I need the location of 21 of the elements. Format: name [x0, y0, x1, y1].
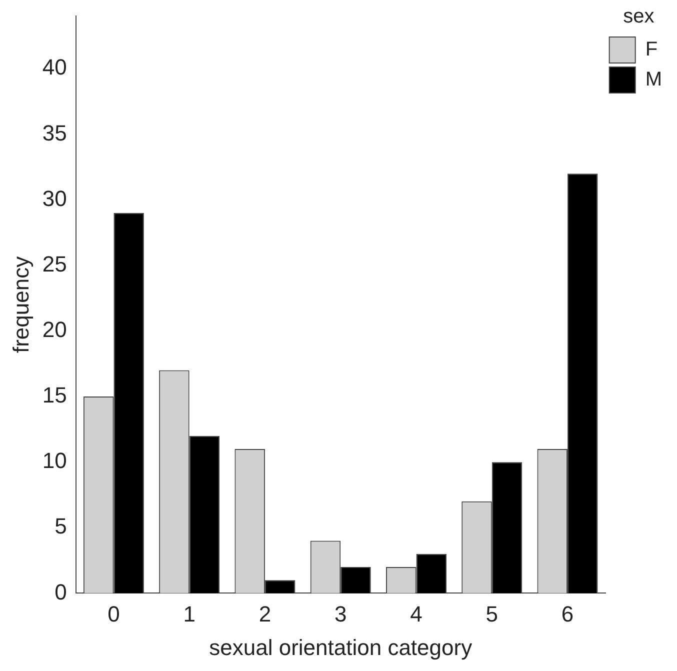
y-tick-label: 15 [42, 382, 67, 408]
y-tick-label: 30 [42, 186, 67, 211]
y-tick-label: 40 [42, 54, 67, 80]
y-tick-label: 0 [54, 579, 67, 604]
x-tick-label: 5 [486, 601, 498, 626]
x-tick-label: 3 [334, 601, 347, 626]
y-tick-label: 25 [42, 251, 67, 276]
legend-label: M [645, 68, 662, 91]
y-tick-label: 20 [42, 316, 67, 342]
y-tick-label: 10 [42, 448, 67, 474]
y-axis-title: frequency [8, 256, 34, 354]
x-tick-label: 1 [183, 601, 196, 626]
y-tick-label: 5 [54, 514, 67, 539]
x-axis-title: sexual orientation category [209, 634, 472, 660]
x-tick-label: 4 [410, 601, 422, 626]
y-tick-label: 35 [42, 120, 67, 146]
x-tick-label: 2 [258, 601, 272, 626]
x-tick-label: 6 [561, 601, 574, 626]
legend-label: F [645, 38, 658, 61]
x-tick-label: 0 [108, 601, 120, 626]
legend-title: sex [623, 6, 654, 28]
